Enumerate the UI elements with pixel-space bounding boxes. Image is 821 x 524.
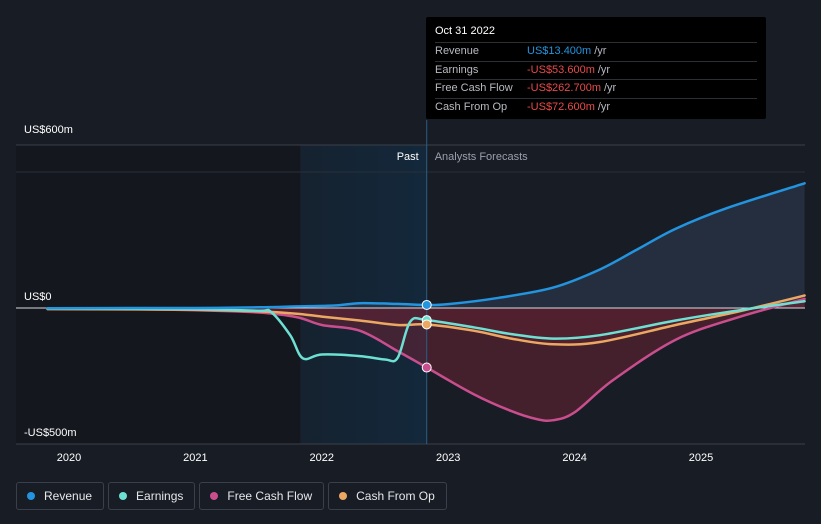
tooltip-row-revenue: Revenue US$13.400m /yr — [435, 42, 757, 61]
free-cash-flow-area — [47, 298, 805, 421]
forecast-label: Analysts Forecasts — [435, 151, 528, 163]
data-point-cash-from-op — [421, 319, 432, 330]
legend-label: Earnings — [136, 489, 184, 503]
past-label: Past — [397, 151, 419, 163]
tooltip-label: Revenue — [435, 45, 480, 57]
tooltip-value: US$13.400m — [527, 45, 592, 57]
y-tick-label: US$600m — [24, 124, 73, 136]
tooltip-value: -US$72.600m — [527, 100, 595, 113]
x-tick-label: 2022 — [310, 452, 334, 464]
legend-label: Revenue — [44, 489, 93, 503]
tooltip: Oct 31 2022 Revenue US$13.400m /yr Earni… — [426, 17, 766, 119]
x-tick-label: 2023 — [436, 452, 460, 464]
series-line-earnings — [46, 299, 806, 363]
tooltip-label: Cash From Op — [435, 100, 508, 113]
revenue-area — [47, 183, 805, 309]
y-tick-label: US$0 — [24, 291, 52, 303]
past-background — [16, 145, 301, 444]
x-tick-label: 2024 — [562, 452, 586, 464]
x-tick-label: 2020 — [57, 452, 81, 464]
legend-dot-icon — [210, 492, 219, 500]
past-highlight-region — [300, 145, 427, 444]
tooltip-label: Earnings — [435, 63, 479, 76]
legend-label: Free Cash Flow — [227, 489, 313, 503]
tooltip-unit: /yr — [597, 63, 611, 76]
tooltip-value: -US$262.700m — [527, 82, 601, 94]
x-tick-label: 2025 — [689, 452, 713, 464]
legend-dot-icon — [339, 492, 348, 500]
legend-item-revenue[interactable]: Revenue — [16, 482, 105, 510]
tooltip-row-free-cash-flow: Free Cash Flow -US$262.700m /yr — [435, 79, 757, 98]
legend-dot-icon — [27, 492, 35, 500]
tooltip-row-earnings: Earnings -US$53.600m /yr — [435, 60, 757, 80]
legend: Revenue Earnings Free Cash Flow Cash Fro… — [16, 482, 451, 510]
tooltip-label: Free Cash Flow — [435, 82, 513, 94]
legend-item-free-cash-flow[interactable]: Free Cash Flow — [199, 482, 325, 510]
tooltip-row-cash-from-op: Cash From Op -US$72.600m /yr — [435, 97, 757, 117]
legend-label: Cash From Op — [356, 489, 435, 503]
legend-item-earnings[interactable]: Earnings — [108, 482, 196, 510]
tooltip-unit: /yr — [604, 82, 617, 94]
x-tick-label: 2021 — [183, 452, 207, 464]
tooltip-date: Oct 31 2022 — [435, 25, 495, 37]
tooltip-value: -US$53.600m — [527, 63, 595, 76]
data-point-free-cash-flow — [421, 362, 432, 373]
legend-item-cash-from-op[interactable]: Cash From Op — [328, 482, 447, 510]
data-point-revenue — [421, 299, 432, 310]
tooltip-unit: /yr — [594, 45, 607, 57]
legend-dot-icon — [119, 492, 128, 500]
y-tick-label: -US$500m — [24, 427, 77, 439]
tooltip-unit: /yr — [597, 100, 611, 113]
